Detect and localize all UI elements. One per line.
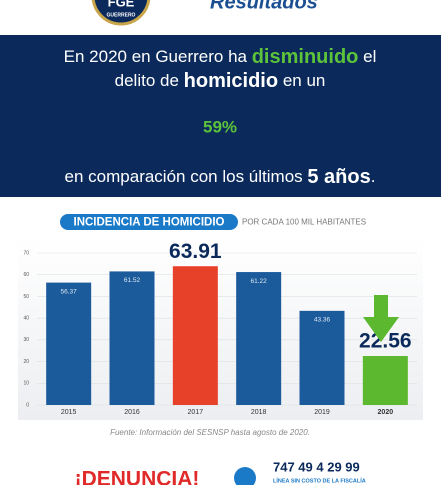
y-tick-label: 20: [23, 359, 29, 365]
x-tick-label: 2017: [188, 409, 204, 416]
chart-subtitle: POR CADA 100 MIL HABITANTES: [242, 218, 366, 227]
headline-percent: 59%: [203, 117, 237, 136]
phone-note: LÍNEA SIN COSTO DE LA FISCALÍA: [273, 476, 366, 484]
x-tick-label: 2016: [124, 409, 140, 416]
chart-title-pill: [60, 214, 238, 230]
y-tick-label: 50: [23, 294, 29, 300]
headline-line: delito de homicidio en un: [115, 70, 326, 92]
y-tick-label: 30: [23, 337, 29, 343]
value-label: 63.91: [169, 240, 222, 263]
bar: [172, 266, 218, 405]
value-label: 61.52: [124, 277, 141, 284]
bar: [299, 310, 345, 405]
down-arrow: [363, 295, 399, 342]
bar: [362, 356, 408, 405]
value-label: 61.22: [251, 278, 268, 285]
logo-subtext: GUERRERO: [107, 12, 136, 18]
source: Fuente: Información del SESNSP hasta ago…: [110, 428, 310, 437]
y-tick-label: 10: [23, 381, 29, 387]
x-tick-label: 2019: [314, 409, 330, 416]
header-title: Resultados: [210, 0, 318, 13]
chart-title: INCIDENCIA DE HOMICIDIO: [74, 217, 225, 229]
y-tick-label: 60: [23, 272, 29, 278]
value-label: 56.37: [61, 288, 78, 295]
x-tick-label: 2015: [61, 409, 77, 416]
logo-text: FGE: [108, 0, 135, 9]
bar: [46, 282, 92, 405]
y-tick-label: 70: [23, 250, 29, 256]
logo: FGE GUERRERO: [91, 0, 151, 26]
value-label: 43.36: [314, 317, 331, 324]
bar: [109, 271, 155, 405]
denuncia: ¡DENUNCIA!: [75, 468, 200, 485]
x-tick-label: 2020: [378, 409, 394, 416]
phone-icon: [234, 467, 256, 485]
plot: 0 10 20 30 40 50 60 70 56.37 2015 61.52 2016 63.91 20…: [23, 240, 417, 416]
headline-line: En 2020 en Guerrero ha disminuido el: [64, 46, 377, 68]
phone: 747 49 4 29 99: [273, 459, 360, 474]
bar: [236, 272, 282, 405]
value-label: 22.56: [359, 330, 412, 353]
headline-line: en comparación con los últimos 5 años.: [65, 166, 376, 188]
headline-band: [0, 35, 441, 197]
y-tick-label: 0: [26, 402, 29, 408]
x-tick-label: 2018: [251, 409, 267, 416]
y-tick-label: 40: [23, 315, 29, 321]
